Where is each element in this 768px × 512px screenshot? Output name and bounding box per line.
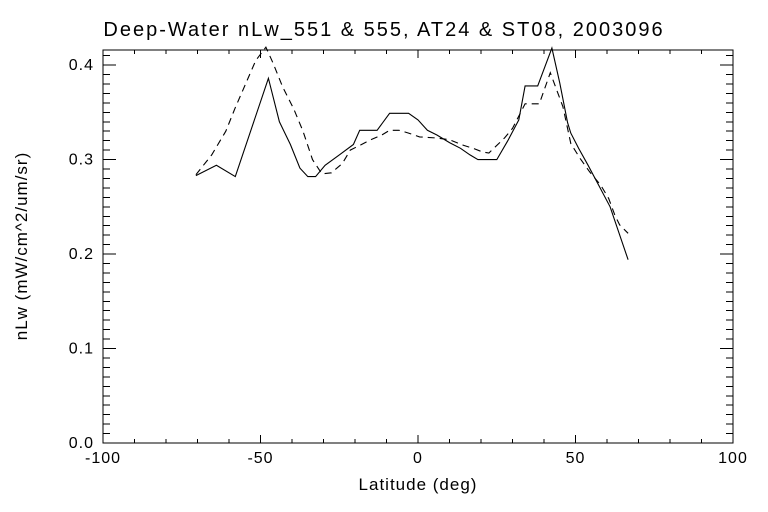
series-dashed-line bbox=[195, 46, 629, 234]
y-tick-label: 0.4 bbox=[69, 57, 94, 74]
series-solid-line bbox=[195, 46, 629, 260]
x-tick-label: -100 bbox=[85, 450, 121, 467]
x-tick-label: 50 bbox=[566, 450, 586, 467]
x-tick-label: -50 bbox=[247, 450, 273, 467]
y-tick-labels: 0.0 0.1 0.2 0.3 0.4 bbox=[69, 57, 94, 452]
chart-title: Deep-Water nLw_551 & 555, AT24 & ST08, 2… bbox=[103, 19, 664, 41]
x-axis-label: Latitude (deg) bbox=[359, 475, 478, 494]
y-axis-label: nLw (mW/cm^2/um/sr) bbox=[12, 152, 31, 340]
axis-ticks bbox=[102, 50, 734, 444]
data-series bbox=[195, 46, 629, 260]
x-tick-label: 0 bbox=[413, 450, 423, 467]
y-tick-label: 0.0 bbox=[69, 435, 94, 452]
x-tick-labels: -100 -50 0 50 100 bbox=[85, 450, 748, 467]
y-tick-label: 0.3 bbox=[69, 152, 94, 169]
y-tick-label: 0.2 bbox=[69, 246, 94, 263]
x-tick-label: 100 bbox=[718, 450, 748, 467]
y-tick-label: 0.1 bbox=[69, 341, 94, 358]
